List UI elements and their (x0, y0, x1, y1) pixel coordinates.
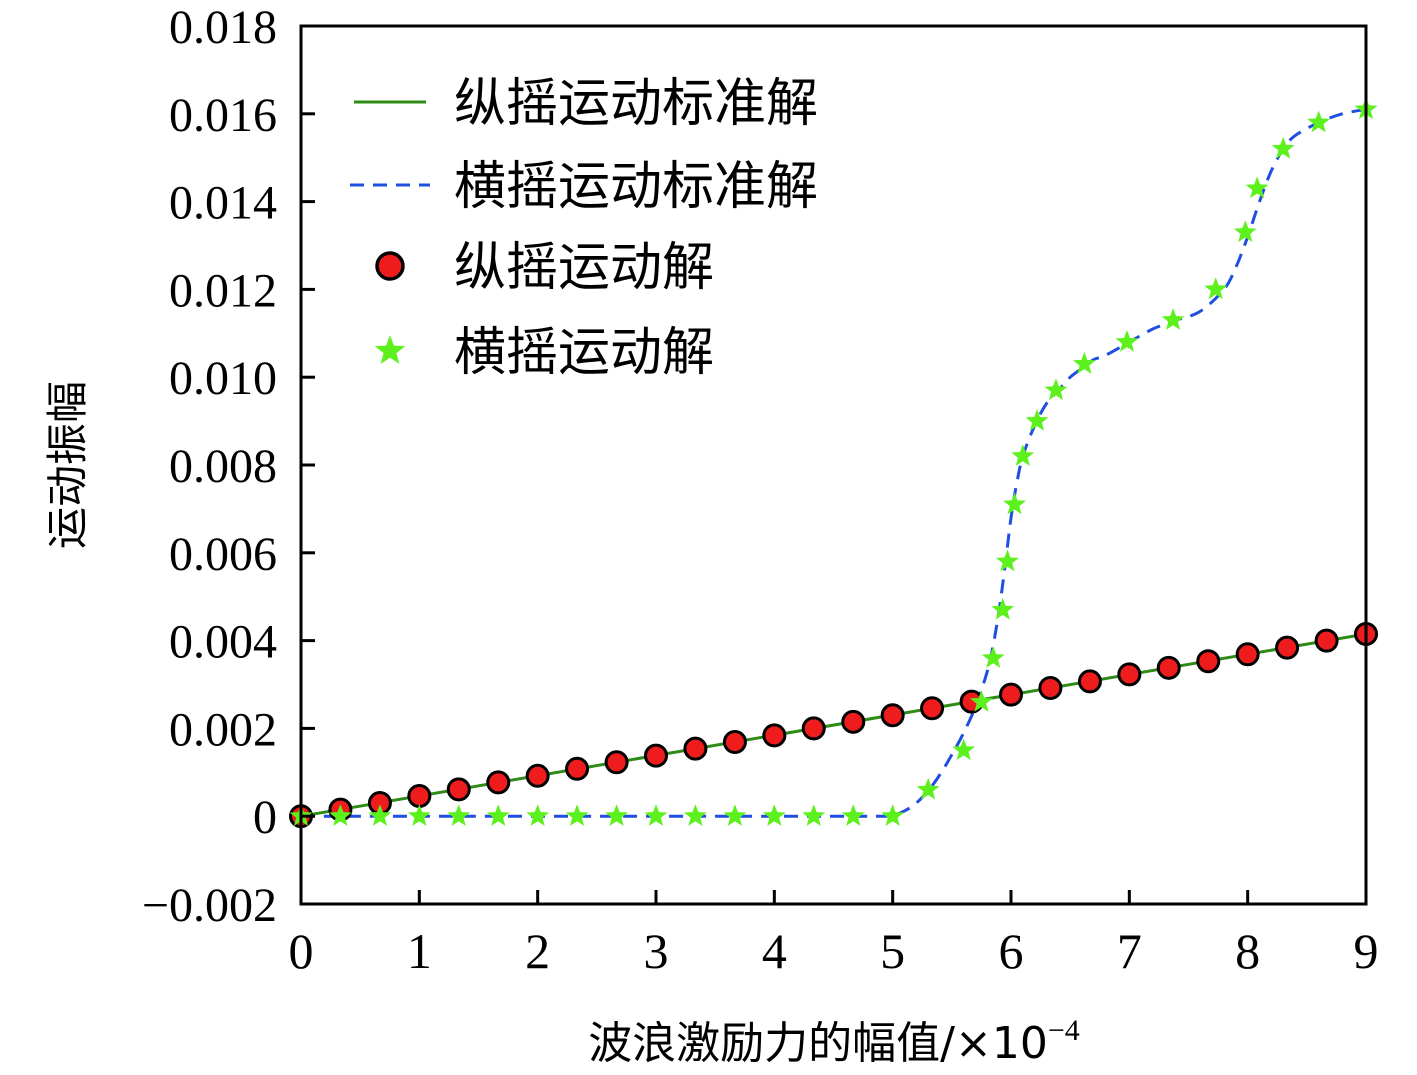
legend-item: 横摇运动标准解 (350, 157, 818, 217)
data-point-roll (1044, 378, 1068, 401)
y-tick-label: −0.002 (142, 879, 277, 932)
series-line-pitch-standard (300, 632, 1367, 818)
data-point-pitch (1275, 635, 1300, 660)
x-tick-label: 3 (644, 923, 669, 979)
data-point-roll (447, 804, 471, 826)
data-point-roll (881, 804, 905, 826)
data-point-roll (996, 549, 1019, 572)
y-tick-label: 0.006 (169, 528, 277, 581)
x-tick-label: 8 (1235, 923, 1260, 979)
data-point-pitch (1077, 669, 1102, 694)
x-tick-label: 0 (289, 923, 314, 979)
data-point-pitch (841, 709, 866, 734)
x-tick-label: 6 (999, 923, 1024, 979)
x-axis-label: 波浪激励力的幅值/×10−4 (588, 1014, 1080, 1069)
data-point-pitch (525, 763, 550, 788)
legend-label: 横摇运动解 (454, 323, 714, 383)
data-point-pitch (801, 716, 826, 741)
axis-ticks (299, 24, 1368, 906)
data-point-roll (723, 804, 747, 826)
data-point-pitch (407, 784, 432, 809)
data-point-roll (644, 804, 668, 826)
data-point-roll (1245, 176, 1269, 199)
legend-label: 纵摇运动标准解 (454, 74, 818, 134)
data-point-pitch (1196, 649, 1221, 674)
x-tick-label: 2 (525, 923, 550, 979)
legend-label: 横摇运动标准解 (454, 157, 818, 217)
data-point-pitch (604, 750, 629, 775)
y-tick-label: 0.012 (169, 264, 277, 317)
x-tick-label: 1 (407, 923, 432, 979)
x-tick-label: 4 (762, 923, 787, 979)
y-tick-label: 0.010 (169, 352, 277, 405)
data-point-pitch (722, 730, 747, 755)
data-point-roll (1003, 492, 1026, 515)
data-point-roll (1073, 352, 1096, 374)
y-tick-label: 0 (253, 791, 277, 844)
data-point-roll (981, 646, 1005, 668)
data-point-pitch (999, 682, 1023, 707)
legend-item: 横摇运动解 (374, 323, 714, 383)
data-point-roll (1161, 308, 1185, 330)
axis-tick-labels: 0 1 2 3 4 5 6 7 8 9−0.00200.0020.0040.0060.0080.0… (142, 1, 1379, 979)
x-tick-label: 7 (1117, 923, 1142, 979)
data-point-roll (762, 804, 786, 826)
data-point-pitch (1314, 628, 1339, 653)
data-point-roll (1307, 110, 1331, 133)
data-point-roll (802, 804, 826, 826)
data-point-roll (565, 804, 589, 826)
y-tick-label: 0.016 (169, 89, 277, 142)
data-point-pitch (644, 743, 668, 768)
x-axis-label-main: 波浪激励力的幅值/×10 (588, 1018, 1048, 1069)
data-point-roll (952, 738, 976, 761)
data-point-roll (684, 804, 707, 826)
y-tick-label: 0.014 (169, 177, 277, 230)
legend-label: 纵摇运动解 (454, 238, 714, 298)
y-tick-label: 0.004 (169, 616, 277, 669)
data-point-roll (1011, 444, 1035, 466)
x-axis-label-exponent: −4 (1048, 1014, 1080, 1047)
plot-markers (289, 97, 1378, 829)
data-point-roll (1271, 136, 1295, 159)
data-point-roll (605, 804, 628, 826)
y-axis-label: 运动振幅 (43, 381, 92, 549)
data-point-pitch (1156, 655, 1181, 680)
data-point-roll (368, 804, 392, 826)
data-point-pitch (446, 777, 471, 802)
data-point-roll (916, 777, 940, 800)
data-point-roll (526, 804, 550, 826)
data-point-roll (991, 597, 1015, 620)
data-point-roll (486, 804, 510, 826)
legend-item: 纵摇运动解 (375, 238, 714, 298)
data-point-roll (1025, 409, 1049, 431)
y-tick-label: 0.018 (169, 1, 277, 54)
y-tick-label: 0.008 (169, 440, 277, 493)
x-tick-label: 5 (880, 923, 905, 979)
data-point-roll (329, 804, 352, 826)
data-point-pitch (1038, 676, 1063, 701)
data-point-roll (970, 690, 993, 712)
data-point-pitch (880, 703, 905, 728)
x-tick-label: 9 (1354, 923, 1379, 979)
y-tick-label: 0.002 (169, 703, 277, 756)
data-point-roll (1115, 330, 1139, 352)
legend-swatch-star (374, 335, 406, 364)
data-point-roll (841, 804, 865, 826)
data-point-pitch (565, 756, 590, 781)
legend-item: 纵摇运动标准解 (354, 74, 818, 134)
data-point-roll (1204, 277, 1228, 300)
data-point-pitch (1117, 662, 1142, 687)
data-point-pitch (920, 696, 945, 721)
data-point-pitch (1235, 642, 1260, 667)
legend-swatch-circle (375, 251, 405, 281)
data-point-pitch (486, 770, 511, 795)
data-point-roll (1233, 220, 1257, 242)
data-point-pitch (762, 723, 787, 748)
data-point-roll (407, 804, 431, 826)
data-point-pitch (683, 736, 708, 761)
